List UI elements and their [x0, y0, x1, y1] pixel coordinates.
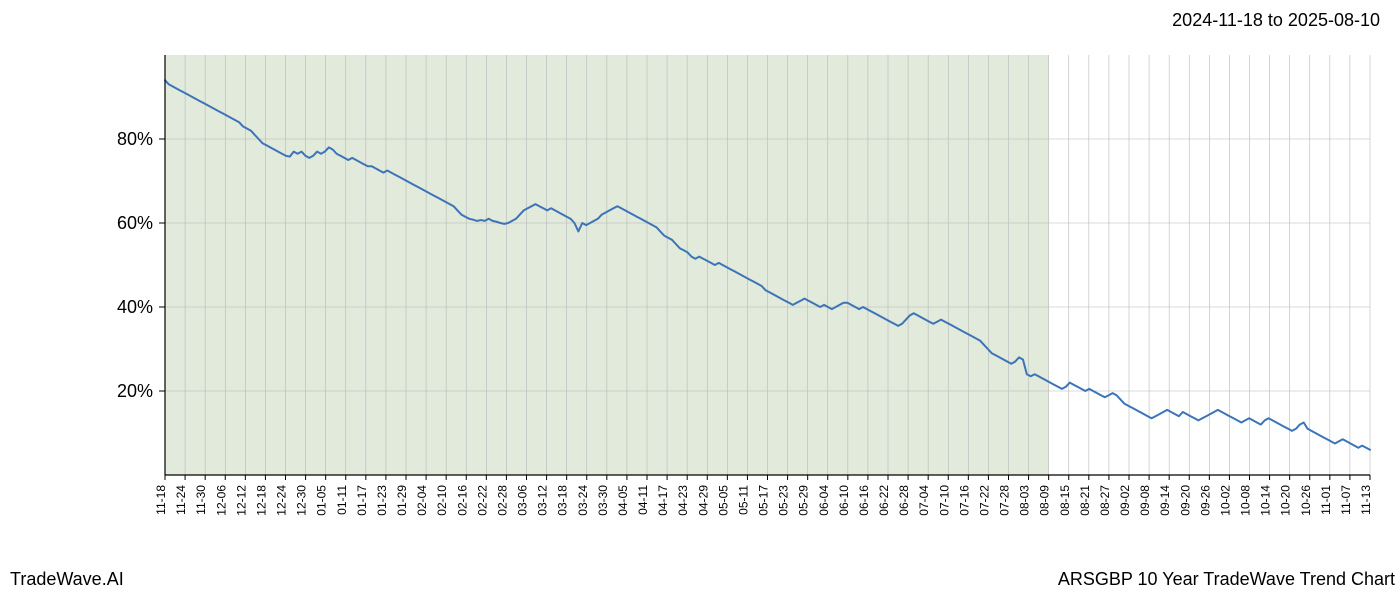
- x-tick-label: 11-24: [174, 485, 188, 515]
- x-tick-label: 05-23: [777, 485, 791, 516]
- x-tick-label: 12-24: [275, 485, 289, 516]
- x-tick-label: 09-14: [1158, 485, 1172, 516]
- x-tick-label: 11-18: [154, 485, 168, 515]
- x-tick-label: 07-28: [998, 485, 1012, 516]
- x-tick-label: 03-06: [516, 485, 530, 516]
- x-tick-label: 09-20: [1178, 485, 1192, 516]
- x-tick-label: 12-06: [214, 485, 228, 516]
- x-tick-label: 02-04: [415, 485, 429, 516]
- x-tick-label: 04-29: [696, 485, 710, 516]
- chart-container: 20% 40% 60% 80% 11-18 11-24 11-30 12-06 12-12 12-…: [70, 45, 1380, 555]
- x-tick-label: 11-13: [1359, 485, 1373, 515]
- x-tick-label: 10-02: [1218, 485, 1232, 516]
- x-tick-label: 12-30: [295, 485, 309, 516]
- x-tick-label: 01-23: [375, 485, 389, 516]
- x-tick-label: 02-22: [475, 485, 489, 516]
- x-tick-label: 10-26: [1299, 485, 1313, 516]
- x-tick-label: 07-16: [957, 485, 971, 516]
- x-tick-label: 10-08: [1239, 485, 1253, 516]
- x-tick-label: 12-18: [254, 485, 268, 516]
- y-tick-label: 80%: [117, 129, 153, 149]
- x-tick-label: 08-21: [1078, 485, 1092, 516]
- x-tick-label: 07-22: [977, 485, 991, 516]
- x-tick-label: 02-10: [435, 485, 449, 516]
- x-tick-label: 06-16: [857, 485, 871, 516]
- x-tick-label: 07-04: [917, 485, 931, 516]
- x-tick-label: 01-17: [355, 485, 369, 516]
- x-tick-label: 09-08: [1138, 485, 1152, 516]
- y-tick-label: 60%: [117, 213, 153, 233]
- x-tick-label: 09-02: [1118, 485, 1132, 516]
- x-tick-label: 01-11: [335, 485, 349, 515]
- x-tick-label: 11-01: [1319, 485, 1333, 515]
- x-tick-label: 04-17: [656, 485, 670, 516]
- x-tick-label: 10-14: [1259, 485, 1273, 516]
- x-tick-label: 11-07: [1339, 485, 1353, 515]
- x-tick-label: 05-05: [716, 485, 730, 516]
- x-tick-label: 08-15: [1058, 485, 1072, 516]
- x-tick-label: 06-28: [897, 485, 911, 516]
- line-chart: 20% 40% 60% 80% 11-18 11-24 11-30 12-06 12-12 12-…: [70, 45, 1380, 555]
- x-tick-label: 04-11: [636, 485, 650, 515]
- x-tick-label: 10-20: [1279, 485, 1293, 516]
- x-tick-label: 08-27: [1098, 485, 1112, 516]
- x-tick-label: 01-05: [315, 485, 329, 516]
- x-tick-label: 06-04: [817, 485, 831, 516]
- x-tick-label: 03-18: [556, 485, 570, 516]
- x-tick-label: 11-30: [194, 485, 208, 515]
- x-tick-label: 09-26: [1198, 485, 1212, 516]
- brand-label: TradeWave.AI: [10, 569, 124, 590]
- x-tick-label: 01-29: [395, 485, 409, 516]
- x-tick-label: 05-29: [797, 485, 811, 516]
- x-tick-label: 04-23: [676, 485, 690, 516]
- x-tick-label: 08-09: [1038, 485, 1052, 516]
- x-tick-label: 06-22: [877, 485, 891, 516]
- x-tick-label: 02-28: [495, 485, 509, 516]
- x-tick-label: 04-05: [616, 485, 630, 516]
- y-tick-label: 20%: [117, 381, 153, 401]
- x-tick-label: 07-10: [937, 485, 951, 516]
- x-tick-label: 05-11: [736, 485, 750, 515]
- x-tick-label: 03-12: [536, 485, 550, 516]
- x-tick-label: 03-24: [576, 485, 590, 516]
- y-tick-label: 40%: [117, 297, 153, 317]
- x-tick-label: 06-10: [837, 485, 851, 516]
- x-tick-label: 02-16: [455, 485, 469, 516]
- x-tick-label: 05-17: [757, 485, 771, 516]
- x-tick-label: 03-30: [596, 485, 610, 516]
- x-tick-label: 12-12: [234, 485, 248, 516]
- date-range-label: 2024-11-18 to 2025-08-10: [1172, 10, 1380, 31]
- x-tick-label: 08-03: [1018, 485, 1032, 516]
- chart-title: ARSGBP 10 Year TradeWave Trend Chart: [1058, 569, 1395, 590]
